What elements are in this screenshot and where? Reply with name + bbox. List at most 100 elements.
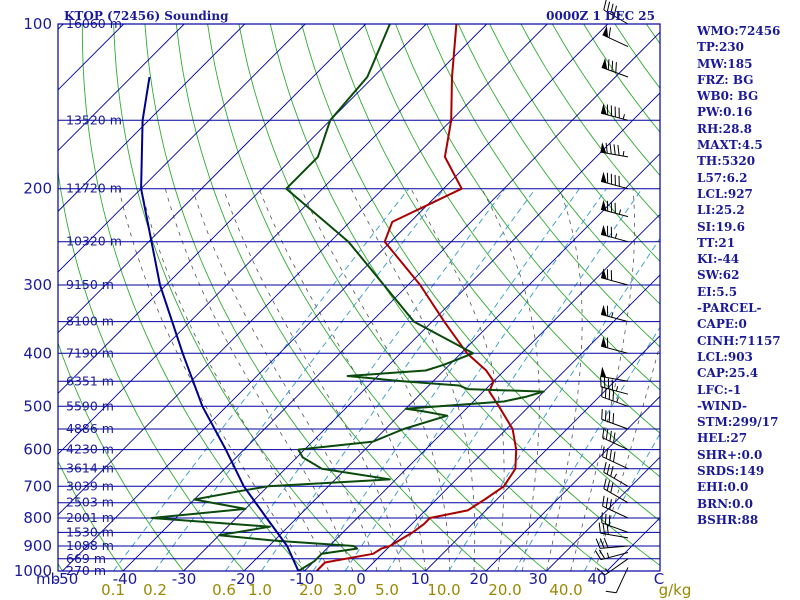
wind-barb (600, 224, 629, 243)
temperature-tick-label: 40 (587, 570, 606, 588)
temperature-tick-label: C (654, 570, 664, 588)
isotherm (425, 335, 660, 571)
isotherm (58, 24, 367, 334)
temperature-tick-label: 20 (469, 570, 488, 588)
moist-adiabat (118, 188, 305, 571)
index-item: SRDS:149 (697, 464, 765, 479)
wind-barb (601, 386, 629, 407)
pressure-tick-label: 600 (23, 441, 52, 459)
mixing-ratio-tick-label: 10.0 (427, 581, 460, 599)
isotherm (58, 24, 246, 212)
wind-barb (595, 537, 629, 549)
mixing-ratio-tick-label: 0.2 (143, 581, 167, 599)
profile-line-2 (150, 24, 545, 571)
wind-barb (600, 268, 629, 286)
plot-area (58, 24, 660, 571)
altitude-label: 10320 m (66, 234, 122, 249)
wind-barb (603, 461, 629, 487)
wind-barb (601, 408, 629, 430)
mixing-ratio-line (225, 188, 506, 571)
temperature-tick-label: 0 (356, 570, 366, 588)
index-item: BSHR:88 (697, 512, 759, 527)
wind-barb (601, 512, 629, 533)
index-item: PW:0.16 (697, 105, 753, 120)
altitude-label: 1530 m (66, 524, 114, 539)
mixing-ratio-line (312, 188, 580, 571)
index-item: L57:6.2 (697, 170, 748, 185)
pressure-tick-label: 700 (23, 477, 52, 495)
isotherm (546, 456, 660, 571)
mixing-ratio-tick-label: 5.0 (375, 581, 399, 599)
index-item: WMO:72456 (697, 24, 781, 38)
isotherm (62, 24, 609, 571)
pressure-unit-label: mb (36, 570, 60, 588)
index-item: FRZ: BG (697, 72, 754, 87)
temperature-tick-label: -10 (290, 570, 315, 588)
mixing-ratio-tick-label: 3.0 (333, 581, 357, 599)
wind-barb (601, 58, 629, 78)
profile-line-3 (140, 76, 300, 571)
index-item: LCL:927 (697, 186, 753, 201)
temperature-tick-label: -30 (172, 570, 197, 588)
sounding-indices: WMO:72456 TP:230 MW:185 FRZ: BG WB0: BG PW:0.… (697, 23, 781, 528)
temperature-tick-label: 10 (410, 570, 429, 588)
index-item: EI:5.5 (697, 284, 738, 299)
index-item: HEL:27 (697, 431, 748, 446)
index-item: TH:5320 (697, 154, 756, 169)
index-item: RH:28.8 (697, 121, 752, 136)
index-item: -PARCEL- (697, 301, 762, 316)
wind-barb (600, 366, 629, 382)
index-item: CAPE:0 (697, 317, 747, 332)
index-item: KI:-44 (697, 252, 740, 267)
temperature-tick-label: 30 (528, 570, 547, 588)
index-item: WB0: BG (697, 89, 759, 104)
pressure-tick-label: 500 (23, 397, 52, 415)
station-title: KTOP (72456) Sounding (64, 9, 229, 23)
pressure-tick-label: 200 (23, 180, 52, 198)
index-item: SI:19.6 (697, 219, 745, 234)
index-item: SHR+:0.0 (697, 447, 763, 462)
moist-adiabat (140, 188, 330, 571)
wind-barb (600, 336, 629, 354)
mixing-ratio-tick-label: 1.0 (248, 581, 272, 599)
moist-adiabat (481, 188, 540, 571)
pressure-tick-label: 300 (23, 276, 52, 294)
index-item: TP:230 (697, 40, 745, 55)
mixing-ratio-line (261, 188, 536, 571)
index-item: LI:25.2 (697, 203, 745, 218)
index-item: MAXT:4.5 (697, 138, 763, 153)
profile-line-1 (315, 24, 518, 571)
temperature-tick-label: -20 (231, 570, 256, 588)
temperature-tick-label: -50 (54, 570, 79, 588)
altitude-label: 6351 m (66, 373, 114, 388)
wind-barb (602, 446, 629, 470)
mixing-ratio-tick-label: 0.6 (212, 581, 236, 599)
mixing-ratio-unit-label: g/kg (659, 581, 692, 599)
index-item: -WIND- (697, 398, 747, 413)
index-item: MW:185 (697, 56, 753, 71)
altitude-label: 4886 m (66, 421, 114, 436)
isotherm (58, 24, 306, 273)
isotherm (243, 152, 660, 571)
altitude-label: 3039 m (66, 478, 114, 493)
mixing-ratio-tick-label: 20.0 (488, 581, 521, 599)
altitude-label: 2001 m (66, 510, 114, 525)
altitude-label: 3614 m (66, 461, 114, 476)
wind-barb (600, 171, 629, 190)
wind-barb (600, 142, 629, 158)
altitude-label: 4230 m (66, 442, 114, 457)
pressure-tick-label: 100 (23, 15, 52, 33)
index-item: TT:21 (697, 235, 736, 250)
altitude-label: 11720 m (66, 181, 122, 196)
wind-barb (602, 427, 629, 451)
index-item: CINH:71157 (697, 333, 781, 348)
wind-barb (600, 199, 629, 218)
pressure-tick-label: 800 (23, 509, 52, 527)
isotherm (58, 24, 488, 455)
moist-adiabat (350, 188, 476, 571)
isotherm (183, 92, 660, 571)
dry-adiabat (0, 24, 2, 571)
wind-barb (603, 0, 629, 25)
isotherm (485, 395, 660, 571)
altitude-label: 8100 m (66, 314, 114, 329)
